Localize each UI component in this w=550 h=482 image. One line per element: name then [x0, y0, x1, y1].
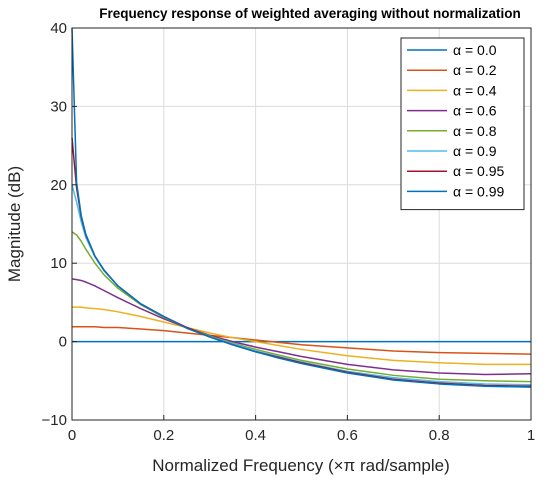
y-tick-label: 20: [50, 177, 67, 194]
legend-box: [400, 37, 525, 211]
y-tick-label: −10: [42, 412, 67, 429]
series-lines: [71, 27, 532, 388]
y-tick-label: 0: [59, 334, 67, 351]
series-line-1: [72, 325, 532, 355]
legend-entry-label: α = 0.0: [453, 42, 497, 58]
legend-entry-label: α = 0.95: [453, 163, 505, 179]
legend-entry-label: α = 0.99: [453, 183, 505, 199]
x-tick-label: 0: [68, 427, 76, 444]
x-axis-label: Normalized Frequency (×π rad/sample): [152, 456, 450, 475]
legend-entry-label: α = 0.2: [453, 62, 497, 78]
x-tick-label: 0.6: [337, 427, 358, 444]
legend: α = 0.0 α = 0.2 α = 0.4 α = 0.6 α = 0.8 α = 0…: [400, 37, 525, 211]
plot-area-border: [71, 27, 532, 421]
y-tick-label: 40: [50, 20, 67, 37]
series-line-7: [71, 27, 532, 388]
y-tick-label: 30: [50, 98, 67, 115]
x-tick-label: 0.4: [245, 427, 266, 444]
legend-entry-label: α = 0.8: [453, 123, 497, 139]
legend-entry-label: α = 0.4: [453, 82, 497, 98]
series-line-5: [71, 184, 532, 386]
series-line-2: [72, 306, 531, 366]
legend-entry-label: α = 0.6: [453, 103, 497, 119]
series-line-4: [71, 231, 532, 383]
y-tick-label: 10: [50, 255, 67, 272]
y-axis-label: Magnitude (dB): [5, 166, 24, 282]
x-tick-label: 0.2: [153, 427, 174, 444]
chart-title: Frequency response of weighted averaging…: [99, 6, 521, 21]
legend-entry-label: α = 0.9: [453, 143, 497, 159]
x-tick-label: 0.8: [429, 427, 450, 444]
x-tick-label: 1: [527, 427, 535, 444]
